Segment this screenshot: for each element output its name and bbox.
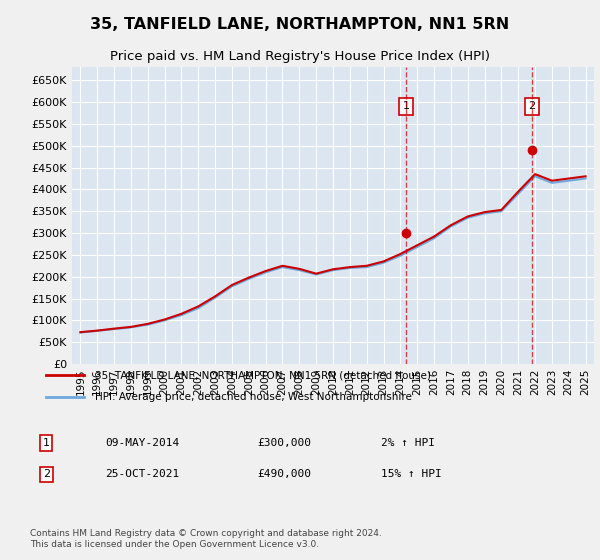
Text: 2% ↑ HPI: 2% ↑ HPI: [381, 438, 435, 448]
Text: 35, TANFIELD LANE, NORTHAMPTON, NN1 5RN (detached house): 35, TANFIELD LANE, NORTHAMPTON, NN1 5RN …: [95, 370, 431, 380]
Text: 15% ↑ HPI: 15% ↑ HPI: [381, 469, 442, 479]
Text: £490,000: £490,000: [257, 469, 311, 479]
Text: 35, TANFIELD LANE, NORTHAMPTON, NN1 5RN: 35, TANFIELD LANE, NORTHAMPTON, NN1 5RN: [91, 17, 509, 32]
Text: Contains HM Land Registry data © Crown copyright and database right 2024.
This d: Contains HM Land Registry data © Crown c…: [30, 529, 382, 549]
Text: Price paid vs. HM Land Registry's House Price Index (HPI): Price paid vs. HM Land Registry's House …: [110, 50, 490, 63]
Text: 1: 1: [43, 438, 50, 448]
Text: 25-OCT-2021: 25-OCT-2021: [106, 469, 180, 479]
Text: £300,000: £300,000: [257, 438, 311, 448]
Text: 1: 1: [403, 101, 410, 111]
Text: 2: 2: [529, 101, 536, 111]
Text: HPI: Average price, detached house, West Northamptonshire: HPI: Average price, detached house, West…: [95, 393, 412, 403]
Text: 2: 2: [43, 469, 50, 479]
Text: 09-MAY-2014: 09-MAY-2014: [106, 438, 180, 448]
